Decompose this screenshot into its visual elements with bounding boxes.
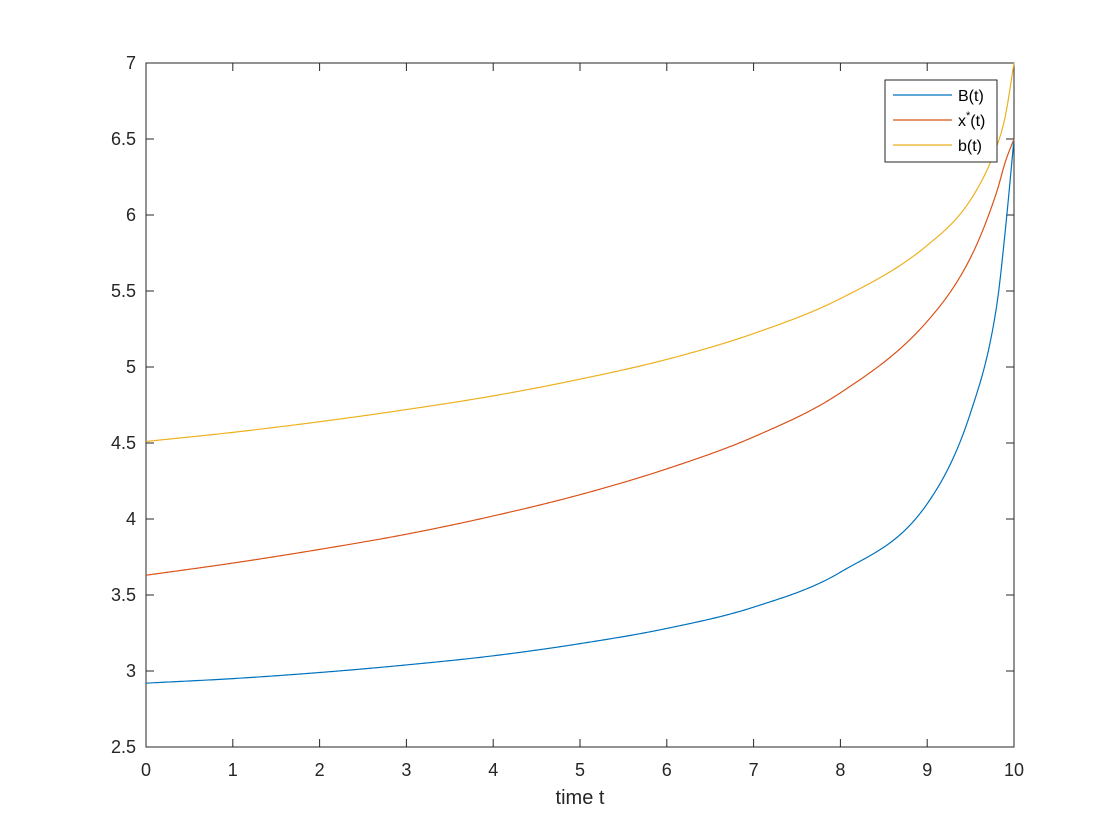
x-tick-label: 5 (575, 760, 585, 780)
series-line-1 (145, 138, 1015, 576)
y-tick-label: 2.5 (111, 737, 136, 757)
y-tick-label: 4 (126, 509, 136, 529)
series-line-2 (145, 62, 1015, 443)
x-tick-label: 2 (315, 760, 325, 780)
legend: B(t) x*(t) b(t) (884, 79, 998, 163)
y-tick-label: 6.5 (111, 129, 136, 149)
y-tick-label: 3 (126, 661, 136, 681)
x-tick-label: 9 (922, 760, 932, 780)
y-tick-label: 5 (126, 357, 136, 377)
series-group (145, 62, 1015, 684)
series-line-0 (145, 138, 1015, 684)
legend-box (884, 79, 998, 163)
legend-label-2: b(t) (958, 138, 982, 155)
y-axis: 2.5 3 3.5 4 4.5 5 5.5 6 6.5 7 (111, 53, 1014, 757)
y-tick-label: 7 (126, 53, 136, 73)
y-tick-label: 5.5 (111, 281, 136, 301)
y-tick-label: 4.5 (111, 433, 136, 453)
x-tick-label: 8 (835, 760, 845, 780)
legend-label-1: x*(t) (958, 110, 985, 130)
legend-label-0: B(t) (958, 88, 984, 105)
plot-area (145, 62, 1015, 748)
x-tick-label: 6 (662, 760, 672, 780)
x-axis-title: time t (556, 787, 605, 809)
x-tick-label: 0 (141, 760, 151, 780)
x-tick-label: 7 (749, 760, 759, 780)
y-tick-label: 3.5 (111, 585, 136, 605)
x-tick-label: 10 (1004, 760, 1024, 780)
x-axis: 0 1 2 3 4 5 6 7 8 9 10 (141, 63, 1024, 780)
y-tick-label: 6 (126, 205, 136, 225)
x-tick-label: 1 (228, 760, 238, 780)
x-tick-label: 4 (488, 760, 498, 780)
x-tick-label: 3 (401, 760, 411, 780)
